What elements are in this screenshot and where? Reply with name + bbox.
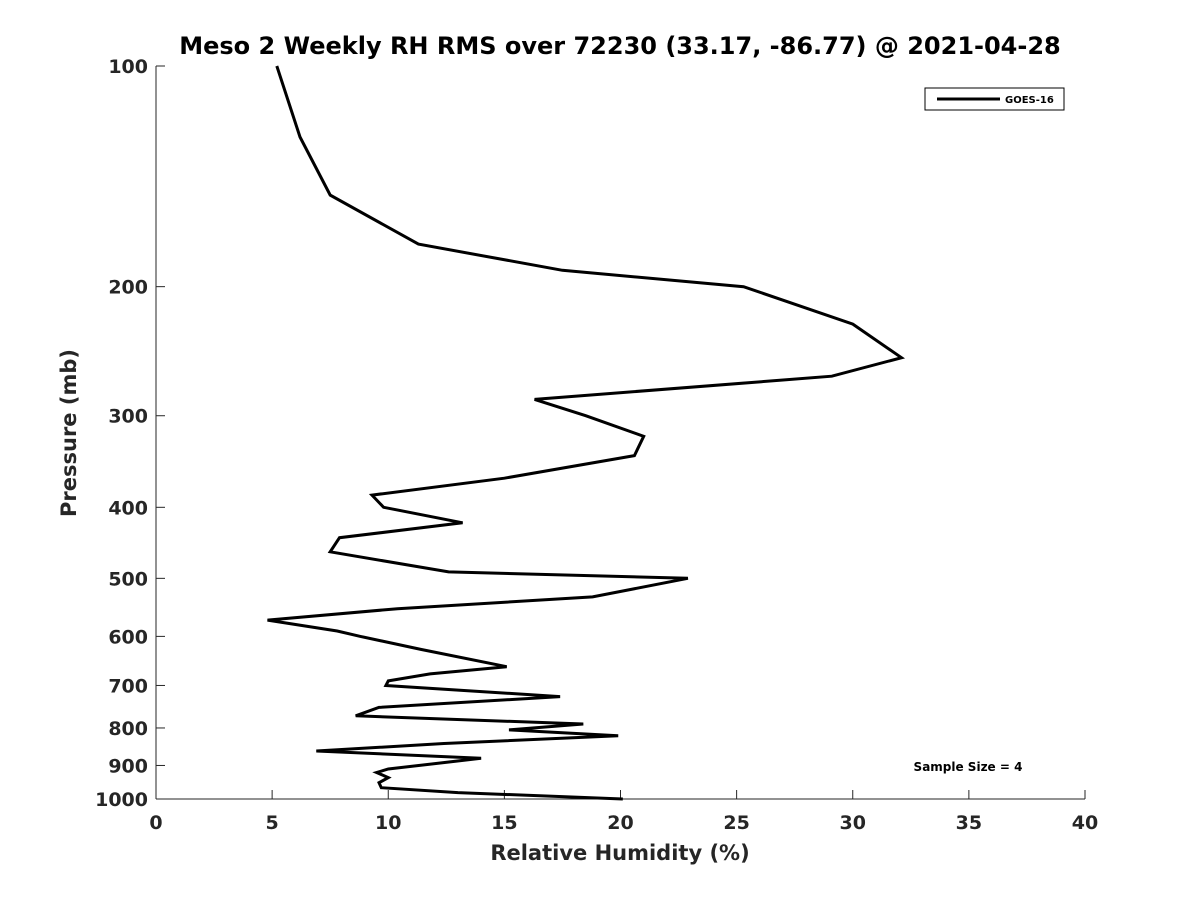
x-tick-label: 40 (1072, 812, 1098, 834)
y-axis-label: Pressure (mb) (57, 349, 81, 517)
y-tick-label: 600 (108, 626, 148, 648)
x-axis-label: Relative Humidity (%) (490, 841, 749, 865)
sample-size-annotation: Sample Size = 4 (914, 760, 1023, 774)
y-tick-label: 700 (108, 675, 148, 697)
x-tick-label: 15 (491, 812, 517, 834)
chart-title: Meso 2 Weekly RH RMS over 72230 (33.17, … (179, 32, 1061, 60)
legend-label-goes-16: GOES-16 (1005, 95, 1054, 106)
y-tick-label: 800 (108, 718, 148, 740)
y-tick-label: 1000 (95, 789, 148, 811)
x-tick-label: 20 (607, 812, 633, 834)
legend: GOES-16 (924, 87, 1065, 111)
x-tick-label: 25 (723, 812, 749, 834)
x-tick-label: 35 (956, 812, 982, 834)
y-tick-label: 300 (108, 406, 148, 428)
y-tick-label: 900 (108, 755, 148, 777)
y-tick-label: 100 (108, 56, 148, 78)
axes (155, 66, 1085, 800)
ticks: 0 5 10 15 20 25 30 35 40 100 200 300 400 500 600 700 800… (95, 56, 1098, 834)
x-tick-label: 30 (840, 812, 866, 834)
y-tick-label: 400 (108, 497, 148, 519)
x-tick-label: 5 (266, 812, 279, 834)
series-group (267, 65, 906, 801)
y-tick-label: 200 (108, 277, 148, 299)
x-tick-label: 0 (149, 812, 162, 834)
series-line-goes-16 (267, 65, 906, 801)
x-tick-label: 10 (375, 812, 401, 834)
y-tick-label: 500 (108, 568, 148, 590)
